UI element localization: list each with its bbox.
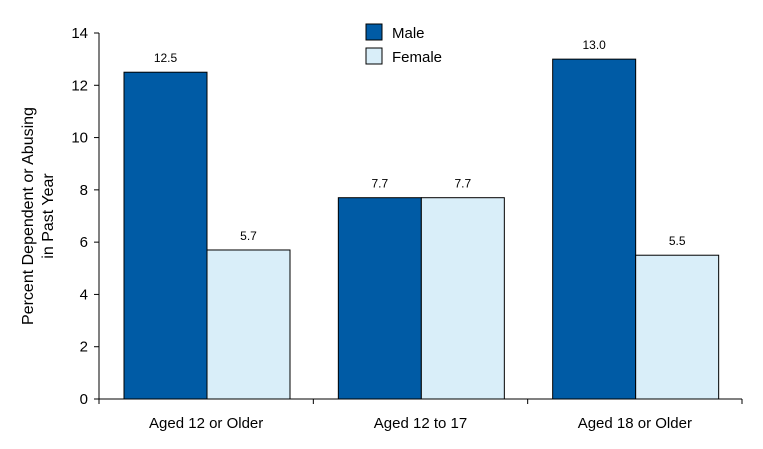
y-axis-title-line-2: in Past Year (40, 173, 57, 259)
value-label: 13.0 (582, 38, 606, 52)
y-axis: 0 2 4 6 8 10 12 14 (71, 25, 100, 408)
x-category-label: Aged 12 or Older (149, 415, 263, 432)
legend: Male Female (365, 23, 442, 66)
legend-swatch-female (365, 47, 383, 65)
y-tick-label: 14 (71, 25, 88, 42)
bar-female (420, 197, 505, 400)
y-tick-label: 8 (80, 182, 88, 199)
bar-male (552, 58, 637, 400)
legend-label-male: Male (392, 25, 425, 42)
legend-swatch-male (365, 23, 383, 41)
y-tick-label: 4 (80, 286, 88, 303)
value-labels: 12.5 7.7 13.0 5.7 7.7 5.5 (154, 38, 686, 248)
value-label: 7.7 (454, 177, 471, 191)
value-label: 12.5 (154, 51, 178, 65)
legend-label-female: Female (392, 49, 442, 66)
y-tick-label: 12 (71, 77, 88, 94)
y-axis-title-line-1: Percent Dependent or Abusing (20, 107, 37, 325)
y-tick-label: 10 (71, 130, 88, 147)
x-axis: Aged 12 or Older Aged 12 to 17 Aged 18 or … (98, 398, 743, 432)
value-label: 5.5 (669, 234, 686, 248)
bar-male (123, 71, 208, 400)
value-label: 7.7 (371, 177, 388, 191)
x-category-label: Aged 18 or Older (578, 415, 692, 432)
bar-female (635, 254, 720, 400)
bar-male (337, 197, 422, 400)
y-tick-label: 0 (80, 391, 88, 408)
bar-female (206, 249, 291, 400)
value-label: 5.7 (240, 229, 257, 243)
y-tick-label: 2 (80, 339, 88, 356)
bars (123, 58, 720, 400)
x-category-label: Aged 12 to 17 (374, 415, 467, 432)
y-axis-title: Percent Dependent or Abusing in Past Yea… (20, 107, 57, 325)
y-tick-label: 6 (80, 234, 88, 251)
